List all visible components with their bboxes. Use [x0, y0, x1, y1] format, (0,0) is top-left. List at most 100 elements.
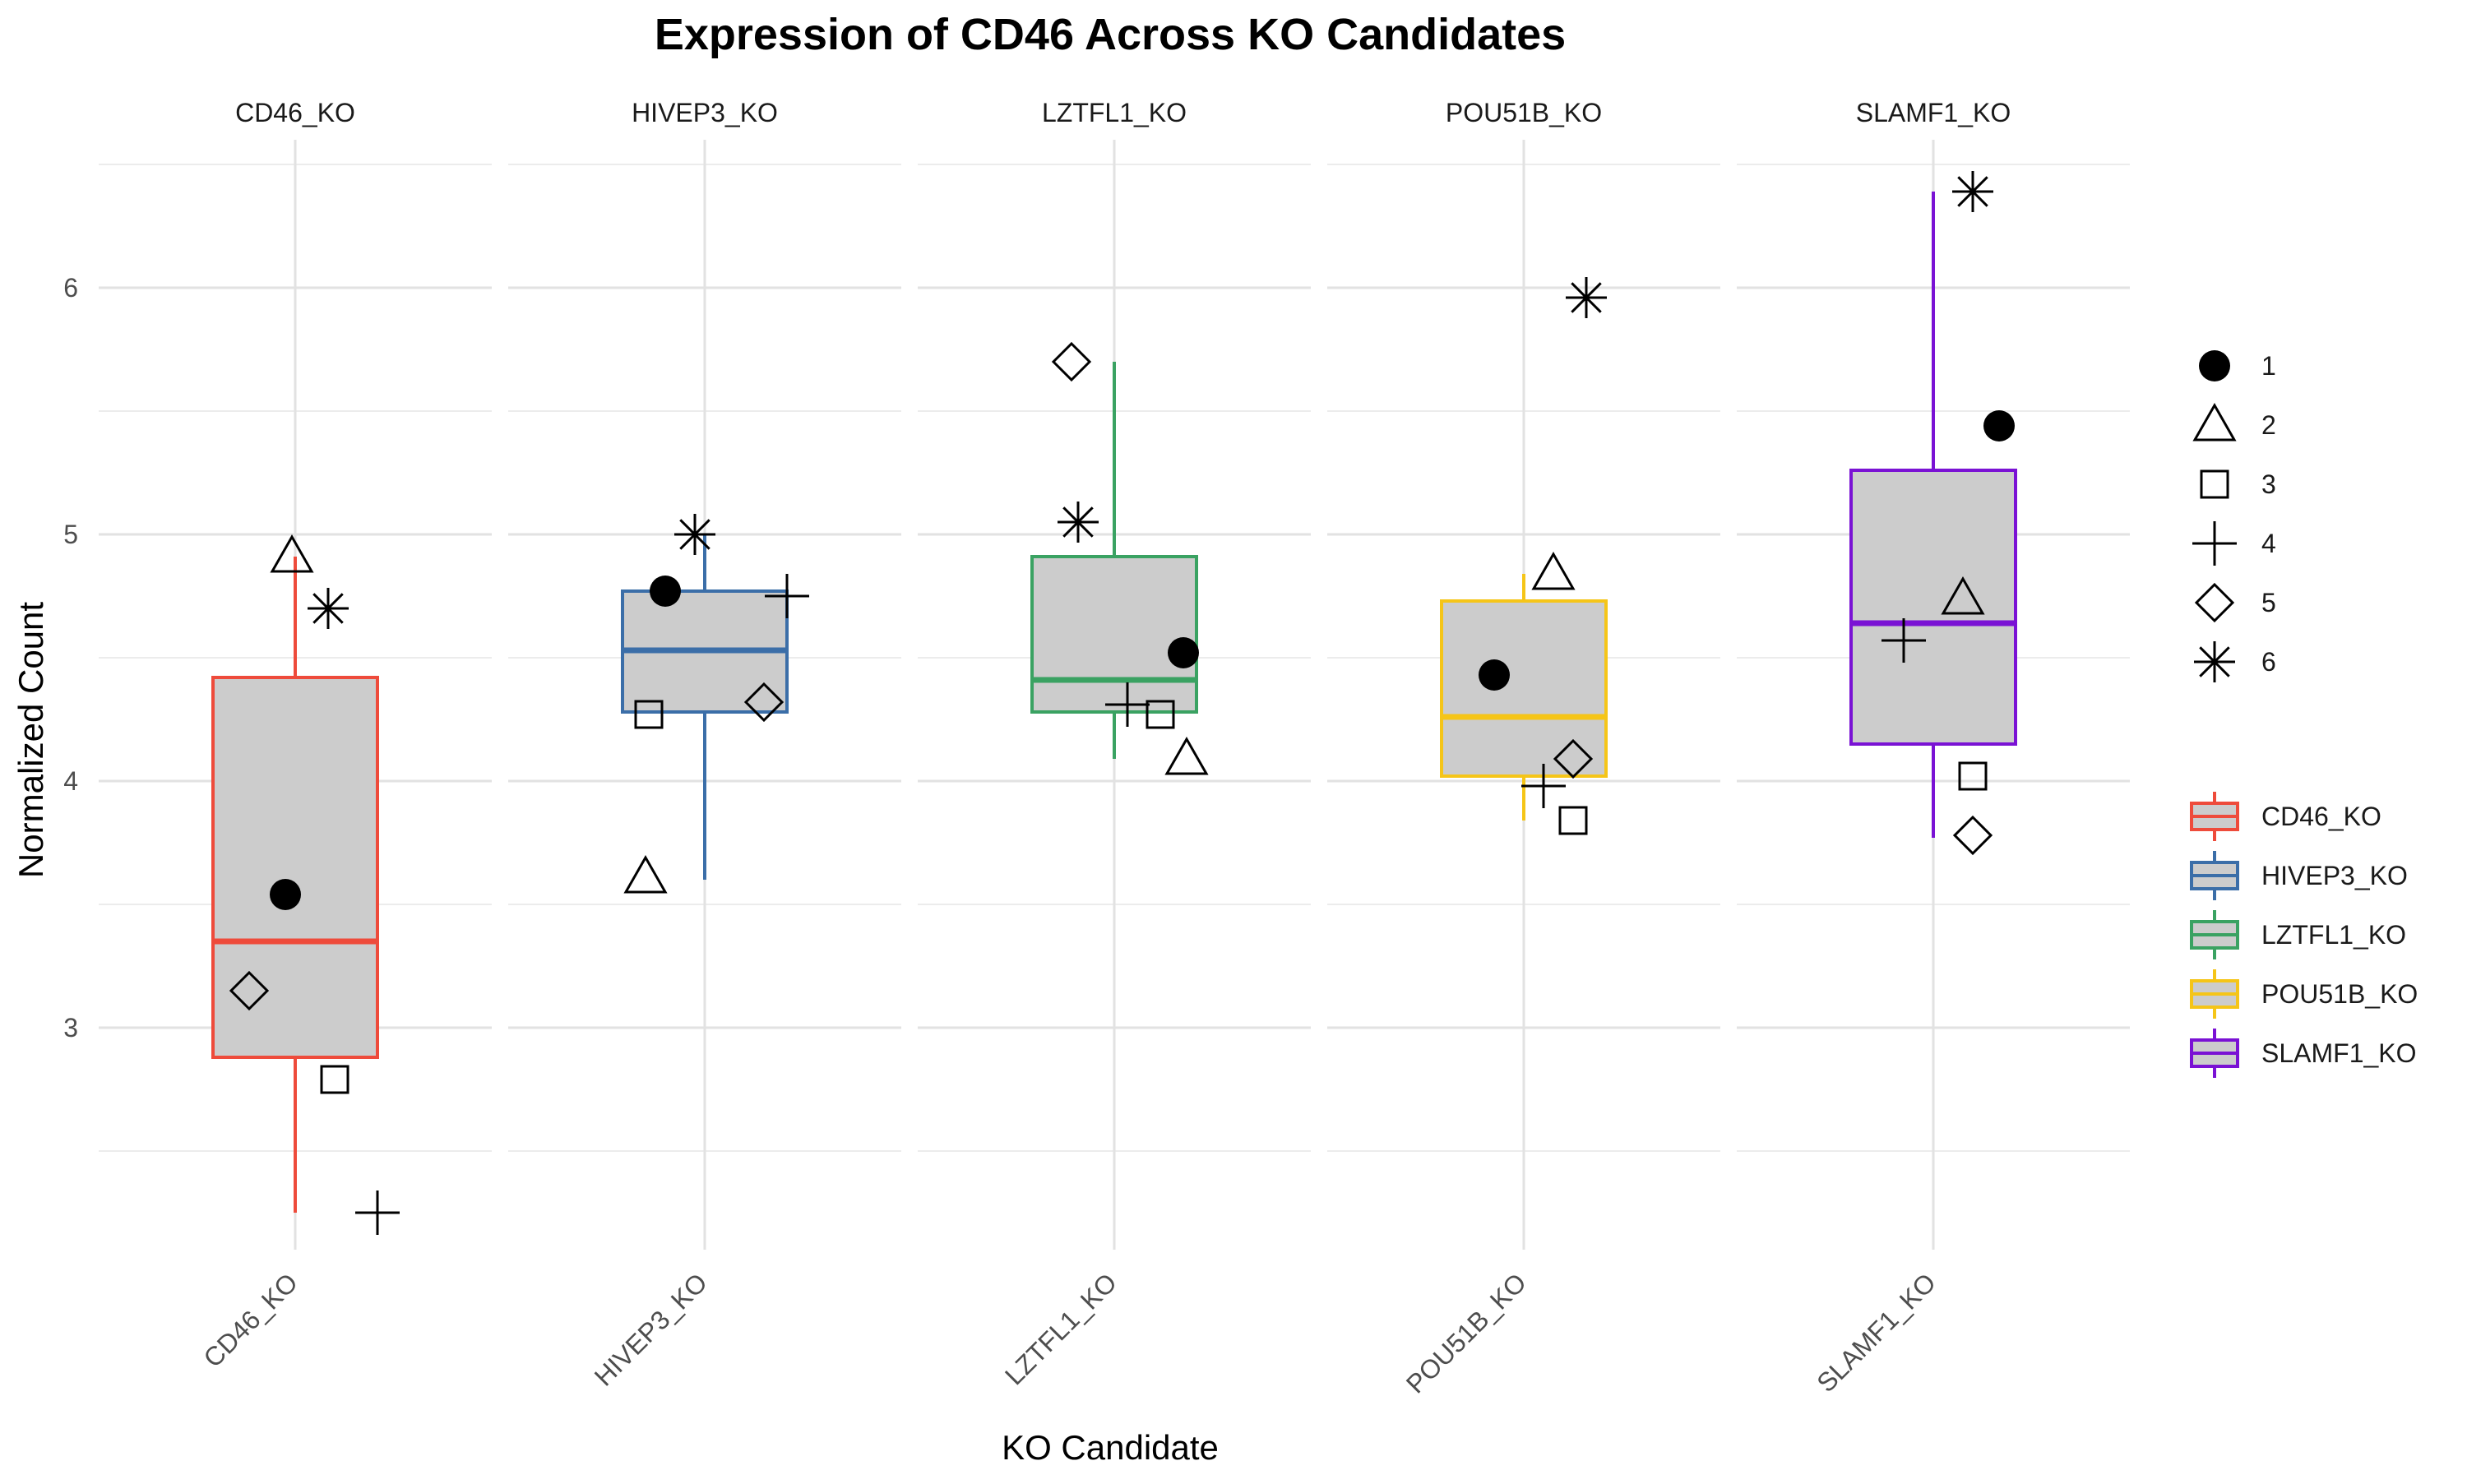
- shape-legend-entry: 1: [2199, 350, 2276, 381]
- facet-strip-label: CD46_KO: [235, 98, 355, 127]
- data-point-SLAMF1_KO-rep2: [1941, 576, 1985, 615]
- chart-title: Expression of CD46 Across KO Candidates: [655, 10, 1566, 59]
- data-point-POU51B_KO-rep1: [1479, 659, 1510, 691]
- legend-layer: 1 2 3 4 5 6 CD46_KO HIVEP3_KO LZTFL1_KO POU51B_KO…: [2190, 350, 2418, 1078]
- y-tick-label: 4: [63, 766, 78, 796]
- legend-key-shape: [2192, 402, 2237, 442]
- data-point-HIVEP3_KO-rep6-d: [679, 519, 710, 550]
- data-point-SLAMF1_KO-rep5: [1952, 815, 1993, 856]
- data-point-POU51B_KO-rep5-mark: [1553, 738, 1594, 779]
- facet-strip-label: POU51B_KO: [1446, 98, 1602, 127]
- data-point-LZTFL1_KO-rep1: [1168, 637, 1199, 668]
- data-point-SLAMF1_KO-rep1-mark: [1983, 410, 2015, 442]
- data-point-SLAMF1_KO-rep3: [1958, 761, 1988, 791]
- data-point-LZTFL1_KO-rep3: [1146, 700, 1175, 729]
- data-point-SLAMF1_KO-rep2-mark: [1941, 576, 1985, 615]
- data-point-LZTFL1_KO-rep4: [1105, 682, 1150, 727]
- box-LZTFL1_KO: [1030, 555, 1198, 714]
- legend-label: 1: [2261, 351, 2276, 381]
- box-CD46_KO: [211, 676, 379, 1059]
- data-point-POU51B_KO-rep1-mark: [1479, 659, 1510, 691]
- legend-label: 5: [2261, 588, 2276, 617]
- color-legend-entry: POU51B_KO: [2190, 969, 2418, 1019]
- data-point-LZTFL1_KO-rep6-d: [1062, 506, 1094, 538]
- data-point-HIVEP3_KO-rep4: [765, 574, 809, 618]
- data-point-POU51B_KO-rep6: [1566, 277, 1607, 318]
- data-point-CD46_KO-rep2-mark: [270, 534, 314, 573]
- data-point-HIVEP3_KO-rep5: [743, 682, 785, 723]
- data-point-HIVEP3_KO-rep6: [674, 514, 715, 555]
- legend-key-shape: [2199, 350, 2230, 381]
- data-point-LZTFL1_KO-rep5: [1051, 341, 1092, 382]
- legend-key-shape: [2194, 582, 2235, 623]
- data-point-SLAMF1_KO-rep3-mark: [1958, 761, 1988, 791]
- data-point-SLAMF1_KO-rep4: [1881, 618, 1926, 663]
- shape-legend-entry: 4: [2192, 521, 2276, 566]
- data-point-CD46_KO-rep6-d: [312, 593, 344, 624]
- color-legend-entry: CD46_KO: [2190, 792, 2381, 841]
- legend-label: 6: [2261, 647, 2276, 677]
- legend-label: 2: [2261, 410, 2276, 440]
- legend-label: 3: [2261, 469, 2276, 499]
- data-point-CD46_KO-rep5: [229, 970, 270, 1011]
- legend-label: LZTFL1_KO: [2261, 920, 2406, 950]
- legend-key-shape: [2200, 469, 2229, 499]
- data-point-HIVEP3_KO-rep3: [634, 700, 664, 729]
- data-point-POU51B_KO-rep6-d: [1571, 282, 1602, 313]
- data-point-SLAMF1_KO-rep6: [1952, 171, 1993, 212]
- data-point-SLAMF1_KO-rep5-mark: [1952, 815, 1993, 856]
- data-point-LZTFL1_KO-rep2-mark: [1164, 736, 1209, 775]
- facet-strip-label: LZTFL1_KO: [1042, 98, 1187, 127]
- legend-key-shape: [2192, 521, 2237, 566]
- legend-label: SLAMF1_KO: [2261, 1038, 2417, 1068]
- data-point-SLAMF1_KO-rep6-d: [1957, 176, 1988, 207]
- data-point-POU51B_KO-rep3-mark: [1558, 806, 1588, 835]
- data-point-HIVEP3_KO-rep2: [623, 854, 668, 894]
- x-axis-label: KO Candidate: [1002, 1428, 1219, 1467]
- data-point-HIVEP3_KO-rep3-mark: [634, 700, 664, 729]
- data-point-LZTFL1_KO-rep6: [1058, 502, 1099, 543]
- data-point-CD46_KO-rep3: [320, 1065, 349, 1094]
- data-point-LZTFL1_KO-rep2: [1164, 736, 1209, 775]
- data-point-HIVEP3_KO-rep1-mark: [650, 576, 681, 607]
- color-legend-entry: LZTFL1_KO: [2190, 910, 2406, 959]
- legend-label: HIVEP3_KO: [2261, 861, 2408, 890]
- legend-key-shape-d: [2199, 646, 2230, 677]
- data-point-SLAMF1_KO-rep1: [1983, 410, 2015, 442]
- data-point-HIVEP3_KO-rep5-mark: [743, 682, 785, 723]
- data-point-CD46_KO-rep1: [270, 879, 301, 910]
- data-point-POU51B_KO-rep5: [1553, 738, 1594, 779]
- legend-label: POU51B_KO: [2261, 979, 2418, 1009]
- y-tick-label: 6: [63, 273, 78, 303]
- legend-key-shape-mark: [2194, 582, 2235, 623]
- color-legend-entry: SLAMF1_KO: [2190, 1029, 2417, 1078]
- data-point-LZTFL1_KO-rep1-mark: [1168, 637, 1199, 668]
- shape-legend-entry: 3: [2200, 469, 2276, 499]
- data-point-CD46_KO-rep2: [270, 534, 314, 573]
- shape-legend-entry: 2: [2192, 402, 2276, 442]
- data-point-HIVEP3_KO-rep2-mark: [623, 854, 668, 894]
- data-point-POU51B_KO-rep2-mark: [1531, 551, 1576, 590]
- shape-legend-entry: 6: [2194, 641, 2276, 682]
- legend-label: 4: [2261, 529, 2276, 558]
- color-legend-entry: HIVEP3_KO: [2190, 851, 2408, 900]
- y-tick-label: 5: [63, 520, 78, 549]
- data-point-HIVEP3_KO-rep1: [650, 576, 681, 607]
- legend-label: CD46_KO: [2261, 802, 2381, 831]
- data-point-CD46_KO-rep3-mark: [320, 1065, 349, 1094]
- data-point-LZTFL1_KO-rep3-mark: [1146, 700, 1175, 729]
- data-point-POU51B_KO-rep2: [1531, 551, 1576, 590]
- data-point-POU51B_KO-rep3: [1558, 806, 1588, 835]
- legend-key-shape-mark: [2199, 350, 2230, 381]
- facet-strip-label: SLAMF1_KO: [1856, 98, 2011, 127]
- legend-key-shape-mark: [2200, 469, 2229, 499]
- legend-key-shape-mark: [2192, 402, 2237, 442]
- facet-strip-label: HIVEP3_KO: [632, 98, 778, 127]
- data-point-CD46_KO-rep4: [355, 1190, 400, 1235]
- box-SLAMF1_KO: [1849, 469, 2017, 746]
- shape-legend-entry: 5: [2194, 582, 2276, 623]
